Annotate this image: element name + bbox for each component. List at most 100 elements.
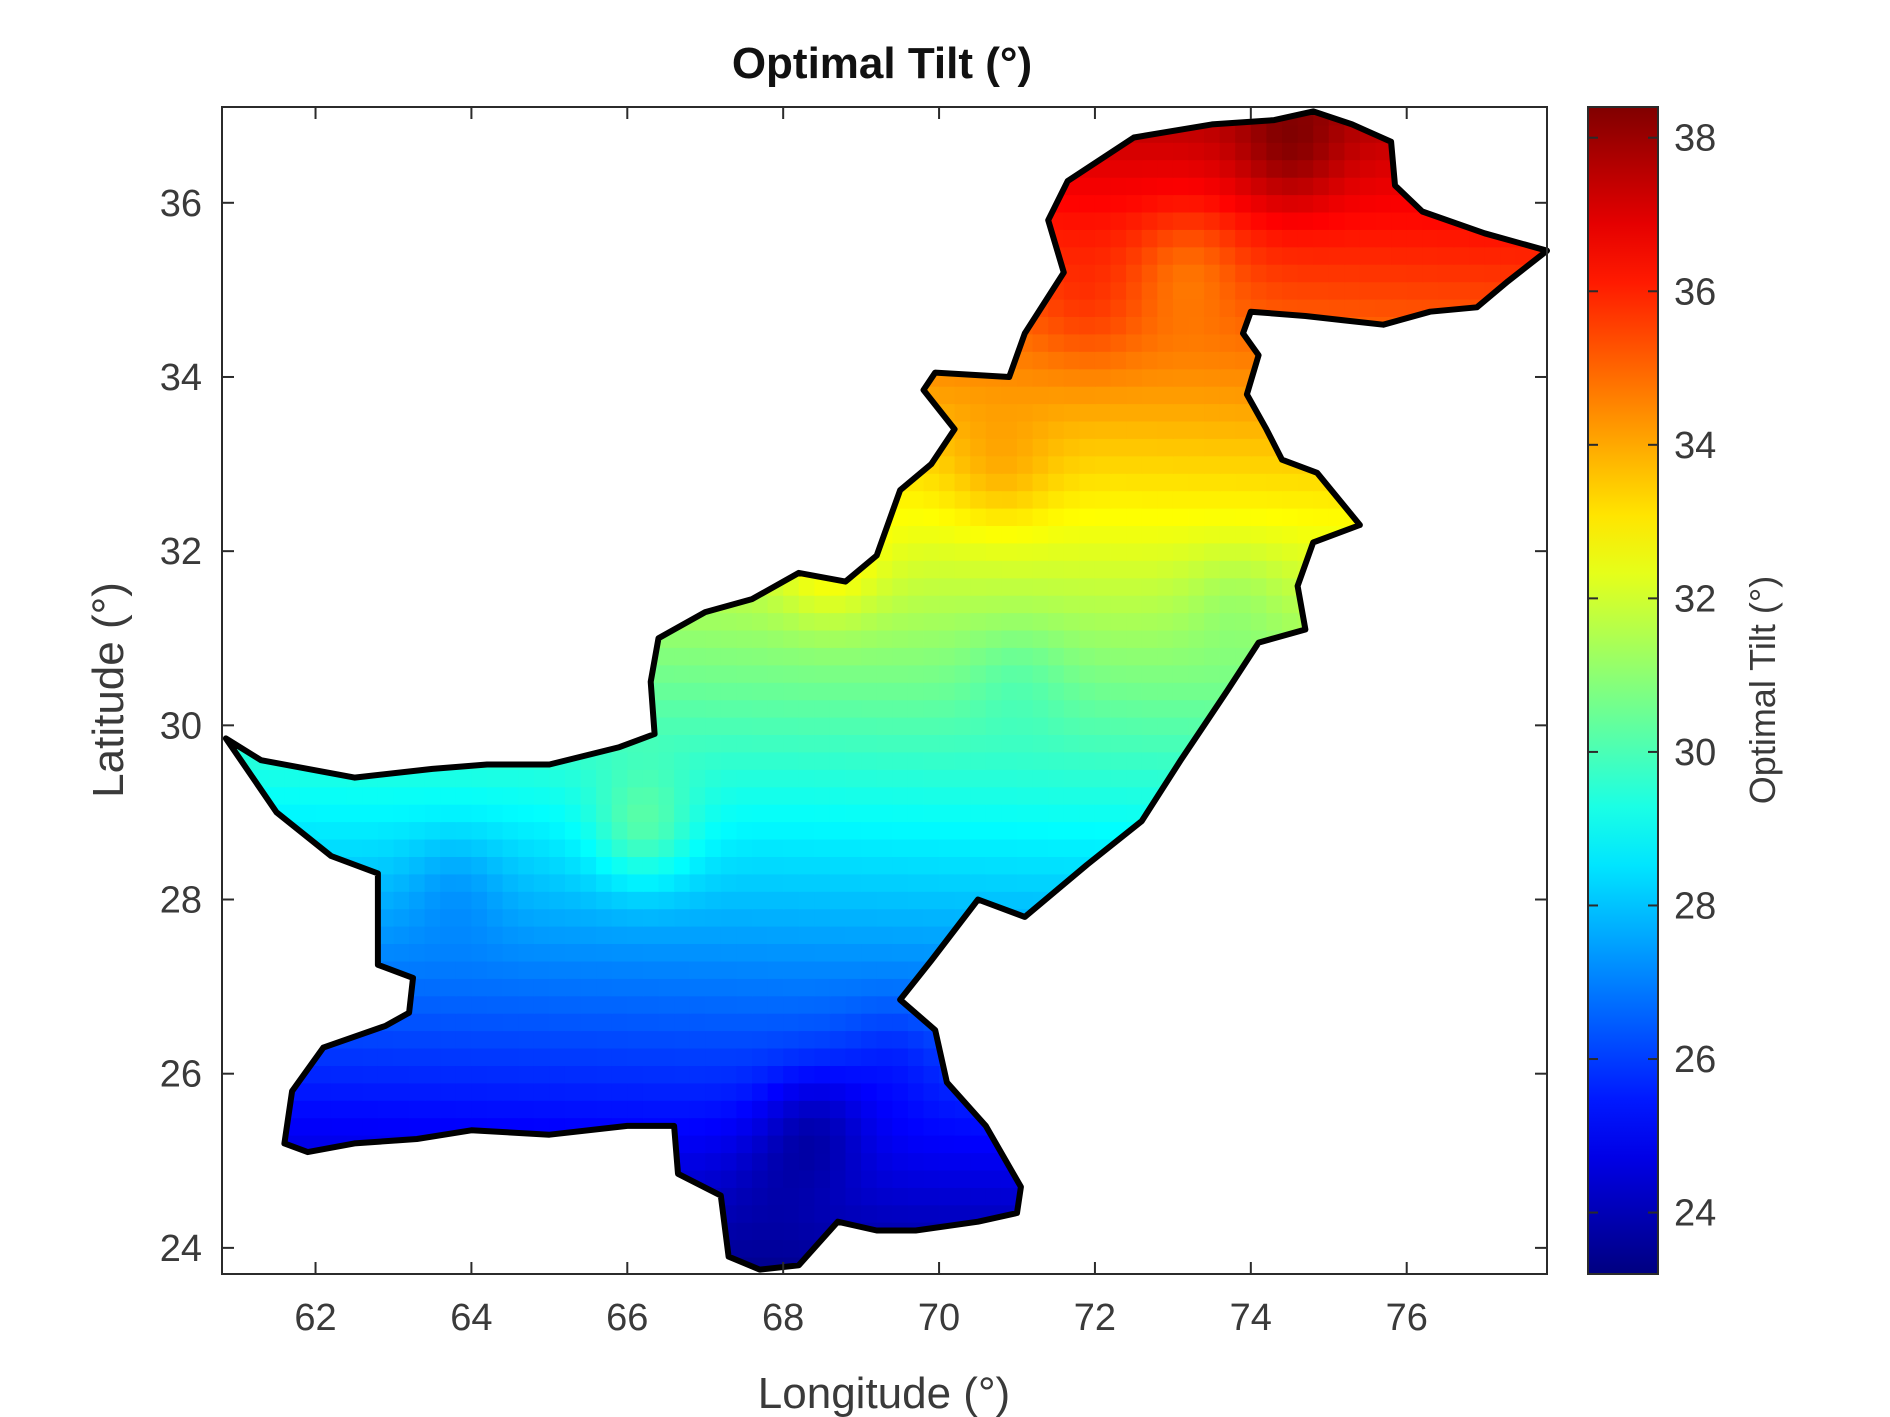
heatmap-cell bbox=[689, 629, 707, 648]
heatmap-cell bbox=[752, 1152, 769, 1171]
heatmap-cell bbox=[736, 1012, 753, 1032]
heatmap-cell bbox=[752, 856, 769, 875]
heatmap-cell bbox=[720, 681, 738, 701]
heatmap-cell bbox=[674, 647, 691, 666]
heatmap-cell bbox=[658, 890, 676, 910]
heatmap-cell bbox=[767, 856, 785, 875]
heatmap-cell bbox=[907, 856, 925, 875]
heatmap-cell bbox=[315, 821, 333, 840]
heatmap-cell bbox=[1266, 577, 1283, 596]
heatmap-cell bbox=[315, 1099, 333, 1119]
heatmap-cell bbox=[1141, 385, 1159, 405]
heatmap-cell bbox=[783, 908, 800, 927]
heatmap-cell bbox=[939, 768, 956, 788]
heatmap-cell bbox=[658, 1065, 676, 1084]
heatmap-cell bbox=[1219, 542, 1237, 561]
heatmap-cell bbox=[487, 1012, 504, 1032]
heatmap-cell bbox=[783, 786, 800, 805]
heatmap-cell bbox=[440, 821, 457, 840]
heatmap-cell bbox=[518, 1047, 535, 1066]
heatmap-cell bbox=[487, 768, 504, 788]
heatmap-cell bbox=[954, 577, 972, 596]
heatmap-cell bbox=[1219, 281, 1237, 300]
heatmap-cell bbox=[1001, 629, 1018, 648]
heatmap-cell bbox=[424, 856, 442, 875]
heatmap-cell bbox=[1032, 768, 1050, 788]
heatmap-cell bbox=[907, 699, 925, 718]
heatmap-cell bbox=[1141, 664, 1159, 683]
heatmap-cell bbox=[1017, 734, 1034, 753]
heatmap-cell bbox=[1094, 368, 1112, 387]
heatmap-cell bbox=[1079, 316, 1096, 335]
heatmap-cell bbox=[954, 490, 972, 509]
heatmap-cell bbox=[393, 1047, 411, 1066]
heatmap-cell bbox=[1172, 368, 1190, 387]
heatmap-cell bbox=[689, 768, 707, 788]
heatmap-cell bbox=[1048, 507, 1065, 526]
heatmap-cell bbox=[861, 612, 878, 631]
heatmap-cell bbox=[939, 1099, 956, 1119]
heatmap-cell bbox=[939, 455, 956, 474]
heatmap-cell bbox=[970, 1134, 987, 1154]
heatmap-cell bbox=[798, 734, 816, 753]
heatmap-cell bbox=[1188, 316, 1206, 335]
heatmap-cell bbox=[1157, 594, 1174, 614]
heatmap-cell bbox=[1048, 455, 1065, 474]
heatmap-cell bbox=[689, 838, 707, 857]
heatmap-cell bbox=[689, 890, 707, 910]
heatmap-cell bbox=[1282, 559, 1299, 579]
heatmap-cell bbox=[752, 647, 769, 666]
heatmap-cell bbox=[1219, 612, 1237, 631]
heatmap-cell bbox=[627, 925, 644, 944]
heatmap-cell bbox=[393, 1030, 411, 1049]
heatmap-cell bbox=[845, 647, 863, 666]
heatmap-cell bbox=[424, 908, 442, 927]
heatmap-cell bbox=[845, 1012, 863, 1032]
heatmap-cell bbox=[689, 1030, 707, 1049]
heatmap-cell bbox=[658, 699, 676, 718]
heatmap-cell bbox=[829, 768, 847, 788]
heatmap-cell bbox=[829, 1099, 847, 1119]
heatmap-cell bbox=[1344, 298, 1361, 317]
heatmap-cell bbox=[767, 1030, 785, 1049]
heatmap-cell bbox=[1001, 1186, 1018, 1206]
heatmap-cell bbox=[1032, 559, 1050, 579]
heatmap-cell bbox=[471, 803, 488, 823]
heatmap-cell bbox=[720, 1099, 738, 1119]
heatmap-cell bbox=[1141, 490, 1159, 509]
heatmap-cell bbox=[564, 977, 582, 997]
heatmap-cell bbox=[284, 768, 301, 788]
heatmap-cell bbox=[487, 908, 504, 927]
heatmap-cell bbox=[783, 681, 800, 701]
heatmap-cell bbox=[767, 664, 785, 683]
heatmap-cell bbox=[720, 838, 738, 857]
heatmap-cell bbox=[798, 1152, 816, 1171]
heatmap-cell bbox=[829, 594, 847, 614]
heatmap-cell bbox=[783, 768, 800, 788]
heatmap-cell bbox=[533, 925, 551, 944]
heatmap-cell bbox=[939, 786, 956, 805]
heatmap-cell bbox=[331, 1047, 348, 1066]
heatmap-cell bbox=[783, 734, 800, 753]
heatmap-cell bbox=[549, 977, 566, 997]
heatmap-cell bbox=[533, 908, 551, 927]
heatmap-cell bbox=[487, 1082, 504, 1101]
heatmap-cell bbox=[1235, 629, 1252, 648]
heatmap-cell bbox=[596, 786, 613, 805]
heatmap-cell bbox=[1157, 559, 1174, 579]
heatmap-cell bbox=[455, 977, 473, 997]
heatmap-cell bbox=[892, 925, 909, 944]
heatmap-cell bbox=[1032, 681, 1050, 701]
heatmap-cell bbox=[1063, 751, 1081, 770]
heatmap-cell bbox=[518, 856, 535, 875]
heatmap-cell bbox=[907, 1047, 925, 1066]
heatmap-cell bbox=[564, 1012, 582, 1032]
heatmap-cell bbox=[1110, 490, 1128, 509]
heatmap-cell bbox=[1110, 716, 1128, 735]
heatmap-cell bbox=[440, 873, 457, 892]
heatmap-cell bbox=[720, 699, 738, 718]
heatmap-cell bbox=[689, 873, 707, 892]
heatmap-cell bbox=[1063, 333, 1081, 352]
heatmap-cell bbox=[377, 803, 395, 823]
